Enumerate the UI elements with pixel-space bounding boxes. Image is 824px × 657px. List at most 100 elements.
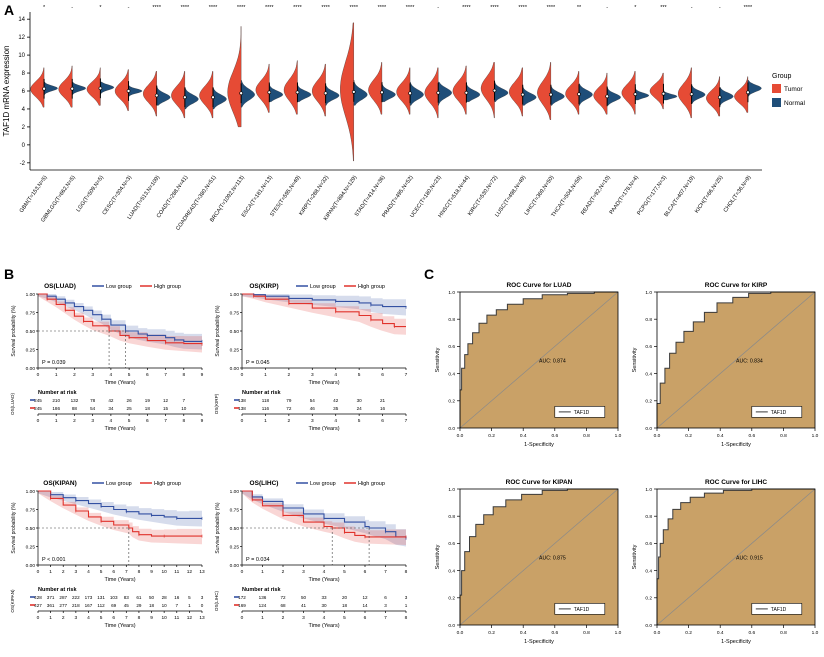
km-y-tick-label: 0.00 (230, 563, 240, 569)
roc-y-tick-label: 0.6 (448, 541, 455, 547)
violin-mean-marker (577, 92, 581, 96)
km-x-tick-label: 5 (100, 569, 103, 575)
km-x-tick-label: 4 (323, 569, 326, 575)
roc-x-tick-label: 0.6 (551, 433, 558, 439)
roc-x-tick-label: 0.6 (748, 433, 755, 439)
km-y-tick-label: 0.50 (230, 526, 240, 532)
risk-x-tick-label: 3 (75, 615, 78, 621)
legend-swatch-tumor (772, 84, 781, 93)
violin-mean-marker (126, 89, 131, 93)
km-cell: OS(LIHC) Low group High group 0.00 0.25 0.50 0… (212, 475, 416, 657)
risk-count-low: 103 (110, 595, 118, 600)
km-legend-label-high: High group (154, 481, 181, 487)
risk-count-low: 3 (201, 595, 204, 600)
risk-count-low: 61 (136, 595, 142, 600)
risk-x-tick-label: 4 (87, 615, 90, 621)
roc-x-tick-label: 0.8 (780, 433, 787, 439)
risk-count-high: 45 (124, 603, 130, 608)
roc-y-axis-title: Sensitivity (632, 347, 638, 372)
km-p-value: P = 0.039 (42, 360, 66, 366)
violin-half-tumor (621, 71, 636, 115)
risk-count-low: 20 (342, 595, 348, 600)
significance-marker: **** (349, 5, 358, 11)
violin-half-tumor (678, 67, 692, 119)
violin-half-normal (635, 87, 649, 101)
km-cell: OS(LUAD) Low group High group 0.00 0.25 0.50 0… (8, 278, 212, 469)
km-plot: OS(KIPAN) Low group High group 0.00 0.25 0.50… (10, 480, 205, 629)
violin-y-tick-label: 12 (18, 35, 25, 41)
roc-y-tick-label: 0.4 (645, 568, 652, 574)
km-x-tick-label: 7 (125, 569, 128, 575)
km-x-tick-label: 4 (87, 569, 90, 575)
km-x-tick-label: 11 (174, 569, 179, 575)
violin-half-normal (550, 85, 565, 106)
violin-half-normal (578, 83, 593, 106)
risk-x-tick-label: 3 (302, 615, 305, 621)
violin-half-normal (212, 87, 227, 110)
roc-legend-box (554, 603, 606, 615)
roc-legend-box (751, 406, 803, 418)
significance-marker: - (437, 5, 439, 11)
km-x-tick-label: 0 (37, 569, 40, 575)
roc-diagonal (459, 291, 619, 429)
roc-frame (459, 488, 619, 626)
violin-half-normal (607, 87, 621, 106)
risk-count-high: 277 (59, 603, 67, 608)
km-legend-label-low: Low group (310, 284, 336, 290)
risk-count-high: 169 (238, 603, 246, 608)
roc-diagonal (656, 488, 816, 626)
violin-half-normal (663, 89, 678, 101)
roc-x-tick-label: 0.2 (685, 630, 692, 636)
violin-half-tumor (734, 76, 749, 113)
km-title: OS(KIPAN) (43, 480, 76, 487)
km-x-tick-label: 4 (334, 372, 337, 378)
km-legend-label-high: High group (358, 284, 385, 290)
violin-half-normal (409, 81, 424, 106)
violin-half-normal (100, 81, 115, 95)
violin-half-normal (325, 85, 340, 106)
km-x-tick-label: 6 (112, 569, 115, 575)
violin-x-tick-label: GBM(T=153,N=5) (19, 175, 49, 214)
roc-auc-label: AUC: 0.874 (539, 359, 566, 365)
risk-count-high: 34 (108, 406, 114, 411)
roc-y-tick-label: 1.0 (448, 290, 455, 296)
roc-x-tick-label: 0.0 (457, 433, 464, 439)
risk-x-axis-title: Time (Years) (104, 426, 135, 432)
risk-x-tick-label: 6 (112, 615, 115, 621)
km-x-tick-label: 2 (282, 569, 285, 575)
violin-half-normal (156, 85, 171, 106)
km-curve-low (38, 490, 202, 519)
risk-x-tick-label: 0 (37, 615, 40, 621)
violin-x-tick-label: READ(T=92,N=10) (580, 175, 612, 217)
km-grid: OS(LUAD) Low group High group 0.00 0.25 0.50 0… (8, 278, 418, 657)
violin-half-normal (466, 81, 480, 102)
roc-auc-label: AUC: 0.875 (539, 556, 566, 562)
violin-y-tick-label: 2 (22, 125, 26, 131)
risk-x-tick-label: 4 (334, 418, 337, 424)
violin-half-tumor (199, 71, 214, 119)
risk-table-side-label: OS(LIHC) (214, 590, 219, 611)
roc-y-tick-label: 1.0 (645, 487, 652, 493)
roc-y-tick-label: 0.6 (645, 541, 652, 547)
km-confidence-band (38, 491, 202, 545)
violin-x-tick-label: UCEC(T=180,N=23) (409, 175, 443, 219)
risk-x-tick-label: 8 (405, 615, 408, 621)
violin-half-tumor (452, 65, 467, 115)
risk-count-high: 16 (380, 406, 386, 411)
km-y-tick-label: 0.75 (26, 310, 36, 316)
km-x-tick-label: 6 (364, 569, 367, 575)
violin-x-tick-label: PAAD(T=178,N=4) (609, 175, 640, 216)
risk-count-low: 50 (149, 595, 155, 600)
violin-mean-marker (605, 94, 609, 99)
km-y-tick-label: 1.00 (230, 489, 240, 495)
violin-half-normal (184, 87, 199, 110)
risk-count-low: 30 (357, 398, 363, 403)
km-x-tick-label: 8 (138, 569, 141, 575)
significance-marker: **** (237, 5, 246, 11)
km-x-tick-label: 2 (62, 569, 65, 575)
risk-x-tick-label: 1 (49, 615, 52, 621)
roc-y-tick-label: 0.6 (448, 344, 455, 350)
km-x-tick-label: 10 (161, 569, 167, 575)
risk-count-low: 210 (52, 398, 60, 403)
roc-x-tick-label: 0.4 (717, 630, 724, 636)
